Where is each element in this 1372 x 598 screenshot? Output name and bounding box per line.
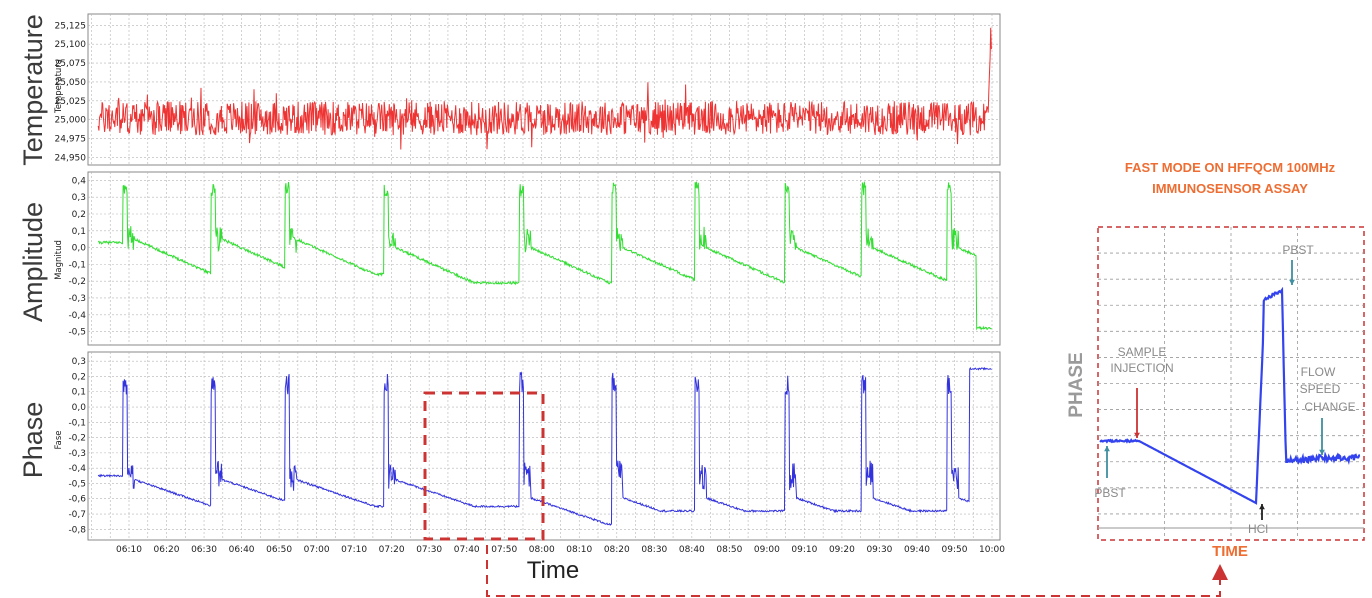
y-tick-label: 0,2 bbox=[72, 372, 86, 382]
x-tick-label: 07:10 bbox=[341, 545, 367, 555]
y-tick-label: -0,4 bbox=[68, 311, 86, 321]
temperature-series-line bbox=[97, 27, 992, 150]
temperature-ylabel: Temperature bbox=[18, 14, 48, 166]
x-tick-label: 09:40 bbox=[904, 545, 930, 555]
x-tick-label: 08:20 bbox=[604, 545, 630, 555]
y-tick-label: -0,4 bbox=[68, 464, 86, 474]
arrow-sample-injection-head bbox=[1134, 432, 1140, 438]
y-tick-label: -0,2 bbox=[68, 434, 86, 444]
x-tick-label: 09:10 bbox=[791, 545, 817, 555]
x-tick-label: 06:40 bbox=[229, 545, 255, 555]
x-tick-label: 06:50 bbox=[266, 545, 292, 555]
y-tick-label: -0,6 bbox=[68, 495, 86, 505]
x-tick-label: 08:50 bbox=[716, 545, 742, 555]
y-tick-label: 0,3 bbox=[72, 357, 86, 367]
amplitude-ylabel: Amplitude bbox=[18, 202, 48, 322]
x-tick-label: 09:30 bbox=[866, 545, 892, 555]
y-tick-label: -0,1 bbox=[68, 260, 86, 270]
y-tick-label: 25,100 bbox=[55, 40, 87, 50]
time-xlabel: Time bbox=[527, 557, 579, 584]
annot-flow: FLOW bbox=[1301, 365, 1336, 379]
y-tick-label: 0,0 bbox=[72, 403, 87, 413]
x-tick-label: 07:30 bbox=[416, 545, 442, 555]
y-tick-label: 25,025 bbox=[55, 97, 87, 107]
y-tick-label: 0,2 bbox=[72, 210, 86, 220]
inset-title-line1: FAST MODE ON HFFQCM 100MHz bbox=[1125, 160, 1336, 175]
x-tick-label: 09:20 bbox=[829, 545, 855, 555]
panel-frame bbox=[87, 13, 1001, 166]
magnitud-inner-label: Magnitud bbox=[54, 240, 64, 280]
amplitude-panel: 0,4 0,3 0,2 0,1 0,0 -0,1 -0,2 -0,3 -0,4 -0,5 bbox=[68, 171, 1001, 346]
inset-chart bbox=[1097, 226, 1365, 541]
x-tick-label: 08:30 bbox=[641, 545, 667, 555]
annot-sample: SAMPLE bbox=[1118, 345, 1167, 359]
annot-pbst-1: PBST bbox=[1094, 486, 1126, 500]
y-tick-label: 25,000 bbox=[55, 116, 87, 126]
y-tick-label: 25,050 bbox=[55, 78, 87, 88]
y-tick-label: -0,2 bbox=[68, 277, 86, 287]
annot-hcl: HCl bbox=[1248, 522, 1268, 536]
zoom-connector bbox=[486, 545, 1228, 597]
y-tick-label: -0,3 bbox=[68, 449, 86, 459]
phase-panel: 0,3 0,2 0,1 0,0 -0,1 -0,2 -0,3 -0,4 -0,5 -0,6 -0,7… bbox=[68, 351, 1001, 541]
temperatura-inner-label: Temperatura bbox=[54, 59, 64, 114]
y-tick-label: -0,5 bbox=[68, 479, 86, 489]
arrow-hcl-head bbox=[1259, 504, 1265, 510]
y-tick-label: -0,5 bbox=[68, 328, 86, 338]
y-tick-label: 0,1 bbox=[72, 227, 86, 237]
x-tick-label: 06:30 bbox=[191, 545, 217, 555]
annot-change: CHANGE bbox=[1304, 400, 1355, 414]
y-tick-label: 0,4 bbox=[72, 176, 87, 186]
x-tick-label: 07:00 bbox=[304, 545, 330, 555]
x-tick-label: 06:20 bbox=[154, 545, 180, 555]
inset-series-line bbox=[1099, 286, 1361, 505]
arrow-flow-change-head bbox=[1319, 449, 1325, 455]
x-tick-label: 07:40 bbox=[454, 545, 480, 555]
x-tick-label: 08:10 bbox=[566, 545, 592, 555]
y-tick-label: -0,8 bbox=[68, 525, 86, 535]
y-tick-label: 25,075 bbox=[55, 59, 87, 69]
y-tick-label: 0,3 bbox=[72, 193, 86, 203]
x-tick-label: 08:00 bbox=[529, 545, 555, 555]
x-tick-label: 10:00 bbox=[979, 545, 1005, 555]
x-tick-label: 06:10 bbox=[116, 545, 142, 555]
y-tick-label: 0,1 bbox=[72, 388, 86, 398]
inset-ylabel: PHASE bbox=[1066, 352, 1087, 417]
y-tick-label: -0,3 bbox=[68, 294, 86, 304]
fase-inner-label: Fase bbox=[54, 431, 64, 450]
zoom-box bbox=[423, 391, 545, 541]
y-tick-label: 0,0 bbox=[72, 244, 87, 254]
annot-speed: SPEED bbox=[1300, 382, 1341, 396]
y-tick-label: -0,7 bbox=[68, 510, 86, 520]
x-tick-label: 09:00 bbox=[754, 545, 780, 555]
arrow-pbst-2-head bbox=[1289, 279, 1295, 285]
inset-title-line2: IMMUNOSENSOR ASSAY bbox=[1152, 181, 1308, 196]
x-tick-label: 09:50 bbox=[942, 545, 968, 555]
annot-injection: INJECTION bbox=[1110, 361, 1173, 375]
y-tick-label: -0,1 bbox=[68, 418, 86, 428]
x-tick-label: 08:40 bbox=[679, 545, 705, 555]
temperature-panel: 25,125 25,100 25,075 25,050 25,025 25,000 24,9… bbox=[55, 13, 1001, 166]
y-tick-label: 24,950 bbox=[55, 153, 87, 163]
inset-xlabel: TIME bbox=[1212, 543, 1248, 560]
amplitude-series-line bbox=[97, 181, 992, 331]
phase-series-line bbox=[97, 366, 992, 527]
annot-pbst-2: PBST bbox=[1282, 243, 1314, 257]
panel-frame bbox=[87, 171, 1001, 346]
phase-ylabel: Phase bbox=[18, 402, 48, 479]
x-tick-label: 07:20 bbox=[379, 545, 405, 555]
y-tick-label: 25,125 bbox=[55, 21, 87, 31]
arrow-pbst-1-head bbox=[1104, 446, 1110, 452]
y-tick-label: 24,975 bbox=[55, 135, 87, 145]
x-tick-label: 07:50 bbox=[491, 545, 517, 555]
